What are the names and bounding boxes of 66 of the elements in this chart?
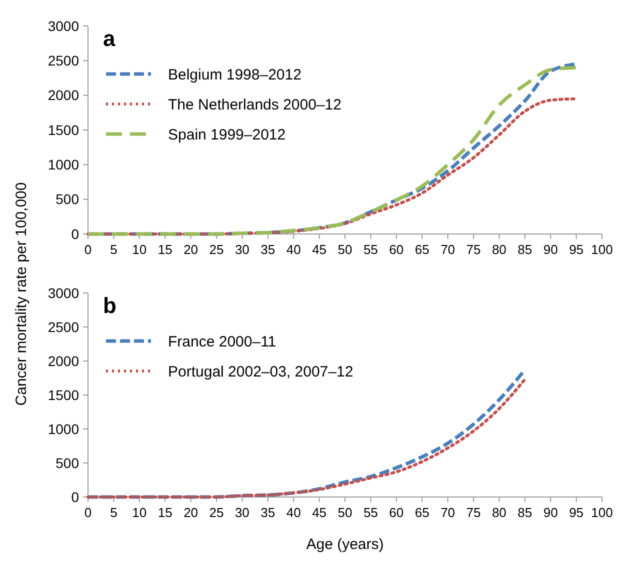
x-tick-label: 45 [312,242,327,257]
x-tick-label: 90 [543,242,558,257]
y-tick-label: 1000 [48,156,80,173]
x-tick-label: 100 [591,242,613,257]
x-tick-label: 85 [518,242,532,257]
legend-label: Spain 1999–2012 [168,126,286,144]
x-tick-label: 90 [543,505,558,520]
y-tick-label: 3000 [48,284,80,301]
x-tick-label: 15 [158,242,172,257]
y-tick-label: 500 [56,191,80,208]
x-tick-label: 10 [132,242,147,257]
y-tick-label: 2500 [48,52,80,69]
x-tick-label: 55 [363,505,378,520]
x-tick-label: 40 [286,242,301,257]
y-tick-label: 1000 [48,420,80,437]
legend-label: Belgium 1998–2012 [168,66,302,84]
x-tick-label: 5 [110,505,118,520]
x-tick-label: 55 [363,242,378,257]
x-tick-label: 25 [209,242,224,257]
x-tick-label: 65 [414,242,430,257]
y-tick-label: 1500 [48,386,80,403]
x-tick-label: 10 [132,505,147,520]
y-tick-label: 0 [71,488,80,505]
y-tick-label: 2500 [48,318,80,335]
x-tick-label: 20 [184,505,198,520]
legend-label: Portugal 2002–03, 2007–12 [168,363,354,380]
y-tick-label: 0 [71,226,80,242]
y-tick-label: 3000 [48,18,80,34]
x-tick-label: 75 [466,242,481,257]
x-tick-label: 75 [466,505,481,520]
x-tick-label: 40 [286,505,301,520]
x-tick-label: 15 [158,505,172,520]
x-axis-title: Age (years) [306,536,384,553]
x-tick-label: 25 [209,505,224,520]
chart-title: b [103,293,116,318]
x-tick-label: 65 [414,505,430,520]
x-tick-label: 0 [84,242,92,257]
x-tick-label: 85 [518,505,532,520]
x-tick-label: 35 [260,242,276,257]
y-tick-label: 2000 [48,352,80,369]
x-tick-label: 70 [440,505,456,520]
x-tick-label: 50 [338,242,352,257]
y-tick-label: 1500 [48,122,80,138]
y-tick-label: 500 [56,454,80,471]
x-tick-label: 20 [184,242,198,257]
x-tick-label: 0 [84,505,92,520]
line-series [86,97,578,236]
x-tick-label: 60 [389,505,404,520]
x-tick-label: 35 [260,505,276,520]
legend-label: The Netherlands 2000–12 [168,96,342,114]
x-tick-label: 30 [234,242,250,257]
x-tick-label: 80 [492,505,506,520]
x-tick-label: 70 [440,242,456,257]
chart-title: a [103,26,116,51]
x-tick-label: 60 [389,242,404,257]
x-tick-label: 80 [492,242,506,257]
legend-label: France 2000–11 [168,333,276,350]
x-tick-label: 30 [234,505,250,520]
x-tick-label: 5 [110,242,118,257]
x-tick-label: 95 [569,505,584,520]
y-tick-label: 2000 [48,87,80,104]
x-tick-label: 95 [569,242,584,257]
x-tick-label: 50 [338,505,352,520]
y-axis-title: Cancer mortality rate per 100,000 [13,182,30,406]
x-tick-label: 100 [591,505,613,520]
x-tick-label: 45 [312,505,327,520]
